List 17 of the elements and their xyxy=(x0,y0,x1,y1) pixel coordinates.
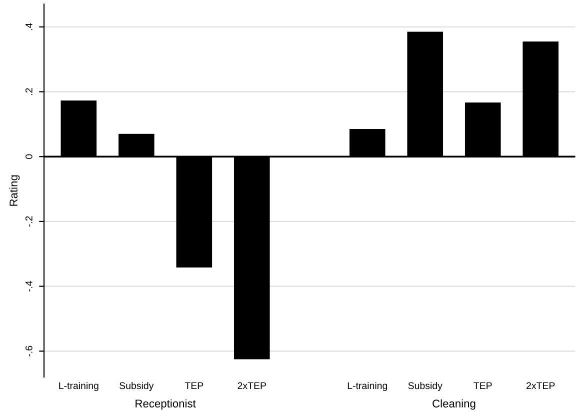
x-tick-label: L-training xyxy=(348,382,388,392)
y-tick-label: -.2 xyxy=(25,216,32,227)
y-tick-label: 0 xyxy=(25,154,32,159)
x-tick-label: 2xTEP xyxy=(238,382,266,390)
x-tick-label: 2xTEP xyxy=(526,382,555,390)
text: Cleaning xyxy=(432,399,476,410)
x-tick-label: TEP xyxy=(474,382,492,390)
x-tick-label: Subsidy xyxy=(120,382,154,392)
y-tick-label: -.4 xyxy=(26,280,32,292)
text: Receptionist xyxy=(136,399,196,410)
y-tick-label: .2 xyxy=(25,88,32,95)
y-tick-label: .4 xyxy=(26,23,32,30)
y-tick-label: -.6 xyxy=(25,346,32,356)
x-tick-label: Subsidy xyxy=(408,382,442,392)
y-axis-title: Rating xyxy=(9,175,20,206)
x-tick-label: TEP xyxy=(184,382,204,390)
x-tick-label: L-training xyxy=(59,382,98,392)
